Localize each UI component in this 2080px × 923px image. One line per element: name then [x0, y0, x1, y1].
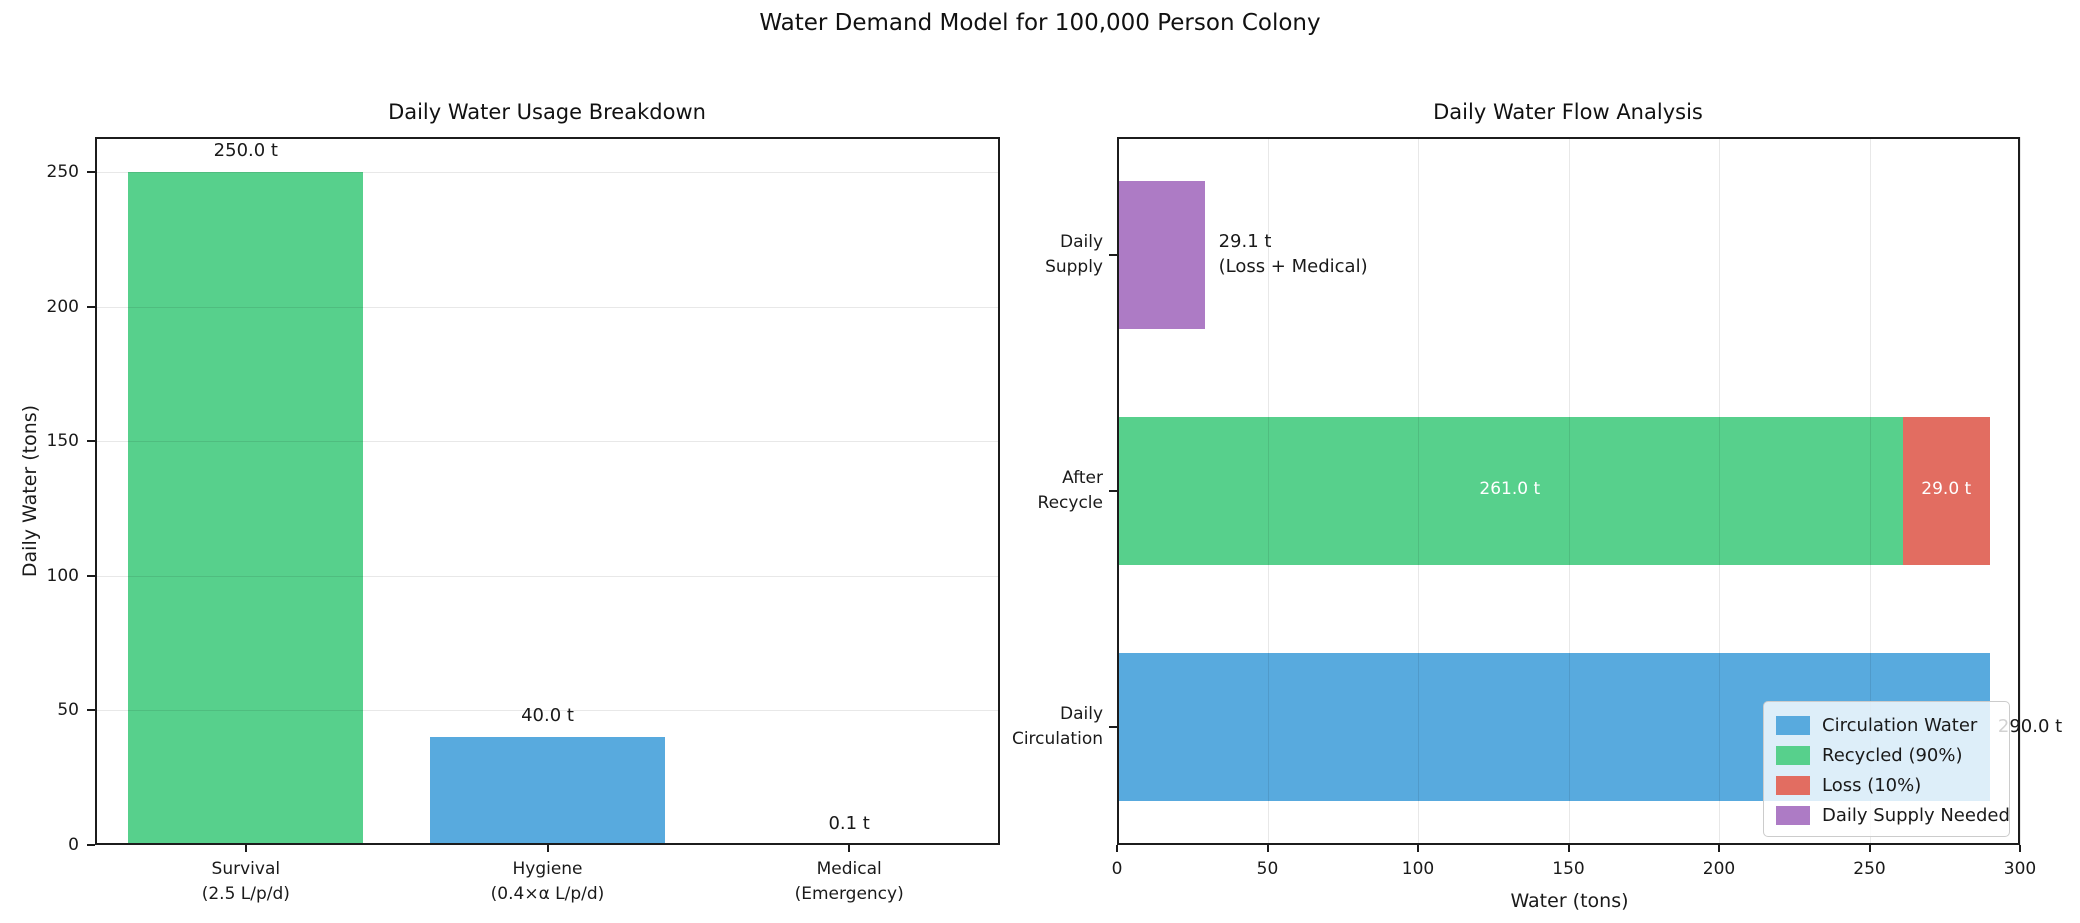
y-tick-mark	[1109, 254, 1117, 256]
legend-color-patch	[1776, 775, 1810, 795]
y-tick-label: 250	[46, 161, 79, 182]
x-gridline	[1568, 137, 1570, 845]
x-tick-mark	[1868, 845, 1871, 852]
figure-title: Water Demand Model for 100,000 Person Co…	[759, 10, 1321, 36]
legend-entry: Recycled (90%)	[1776, 740, 1997, 770]
y-category-line: Recycle	[1037, 493, 1103, 513]
y-tick-mark	[87, 844, 95, 846]
bar-value-label: 250.0 t	[213, 139, 278, 161]
y-category-label: Daily Supply	[945, 230, 1103, 280]
y-tick-mark	[87, 709, 95, 712]
legend-entry-label: Daily Supply Needed	[1822, 804, 2010, 826]
legend-entry: Circulation Water	[1776, 710, 1997, 740]
x-category-line: (Emergency)	[794, 884, 904, 904]
left-chart-plot-area	[95, 137, 1000, 845]
x-category-label: Medical (Emergency)	[699, 857, 999, 907]
y-tick-mark	[1109, 490, 1117, 492]
x-gridline	[1267, 137, 1269, 845]
y-category-label: After Recycle	[945, 466, 1103, 516]
legend-color-patch	[1776, 805, 1810, 825]
segment-recycled-90-	[1117, 417, 1903, 565]
bar-value-label: 40.0 t	[521, 705, 574, 727]
legend-entry: Daily Supply Needed	[1776, 800, 2010, 830]
flow-annotation-line: (Loss + Medical)	[1218, 256, 1368, 277]
x-tick-mark	[244, 845, 247, 852]
y-tick-label: 0	[68, 835, 79, 855]
y-category-line: Daily	[1059, 704, 1103, 724]
y-tick-label: 100	[46, 565, 79, 586]
y-category-label: Daily Circulation	[945, 702, 1103, 752]
legend-color-patch	[1776, 745, 1810, 765]
x-tick-label: 300	[2003, 859, 2037, 879]
y-category-line: Daily	[1059, 232, 1103, 252]
legend-color-patch	[1776, 715, 1810, 735]
x-category-line: (0.4×α L/p/d)	[490, 884, 605, 904]
y-tick-label: 50	[57, 700, 79, 721]
segment-value-label: 261.0 t	[1479, 479, 1541, 499]
y-tick-mark	[87, 440, 95, 443]
right-chart-x-axis-label: Water (tons)	[1510, 890, 1629, 912]
y-gridline	[95, 710, 1000, 712]
y-tick-mark	[87, 170, 95, 173]
y-tick-label: 200	[46, 296, 79, 317]
x-tick-label: 0	[1111, 859, 1123, 879]
y-gridline	[95, 306, 1000, 308]
segment-value-label: 29.0 t	[1921, 479, 1972, 499]
x-tick-label: 100	[1401, 859, 1435, 879]
x-tick-mark	[1567, 845, 1570, 852]
bar-value-label: 0.1 t	[828, 812, 870, 834]
x-tick-label: 50	[1256, 859, 1279, 879]
x-tick-mark	[1718, 845, 1720, 852]
y-gridline	[95, 575, 1000, 577]
y-tick-mark	[87, 574, 95, 577]
y-category-line: After	[1062, 468, 1103, 488]
y-tick-mark	[87, 305, 95, 308]
x-category-label: Survival (2.5 L/p/d)	[96, 857, 396, 907]
y-gridline	[95, 441, 1000, 443]
x-tick-mark	[1116, 845, 1118, 852]
legend-entry-label: Loss (10%)	[1822, 774, 1922, 796]
bar-survival	[128, 171, 364, 845]
y-category-line: Circulation	[1011, 729, 1103, 749]
x-tick-label: 150	[1552, 859, 1585, 879]
left-chart-title: Daily Water Usage Breakdown	[388, 100, 706, 124]
flow-annotation-line: 29.1 t	[1218, 231, 1272, 252]
segment-loss-10-	[1902, 417, 1990, 565]
y-category-line: Supply	[1045, 257, 1103, 277]
x-category-label: Hygiene (0.4×α L/p/d)	[398, 857, 698, 907]
x-gridline	[1869, 137, 1871, 845]
y-tick-label: 150	[46, 431, 79, 452]
x-category-line: Hygiene	[512, 859, 583, 879]
bar-hygiene	[430, 737, 665, 845]
segment-daily-supply-needed	[1117, 181, 1205, 329]
x-category-line: Survival	[211, 859, 281, 879]
x-gridline	[1418, 137, 1419, 845]
x-tick-mark	[1417, 845, 1419, 852]
legend-entry-label: Circulation Water	[1822, 714, 1978, 736]
legend: Circulation Water Recycled (90%) Loss (10%…	[1763, 701, 2010, 837]
x-tick-label: 250	[1853, 859, 1886, 879]
x-tick-mark	[848, 845, 851, 852]
x-tick-label: 200	[1702, 859, 1736, 879]
legend-entry: Loss (10%)	[1776, 770, 1997, 800]
x-category-line: Medical	[816, 859, 882, 879]
x-tick-mark	[546, 845, 549, 852]
bar-end-label: 290.0 t	[1997, 716, 2063, 737]
right-chart-title: Daily Water Flow Analysis	[1433, 100, 1703, 124]
y-gridline	[95, 171, 1000, 173]
flow-annotation: 29.1 t (Loss + Medical)	[1219, 229, 1368, 279]
x-gridline	[1719, 137, 1720, 845]
x-gridline	[2020, 137, 2021, 845]
y-tick-mark	[1109, 726, 1117, 728]
x-tick-mark	[1266, 845, 1269, 852]
legend-entry-label: Recycled (90%)	[1822, 744, 1963, 766]
x-tick-mark	[2019, 845, 2021, 852]
x-category-line: (2.5 L/p/d)	[201, 884, 290, 904]
